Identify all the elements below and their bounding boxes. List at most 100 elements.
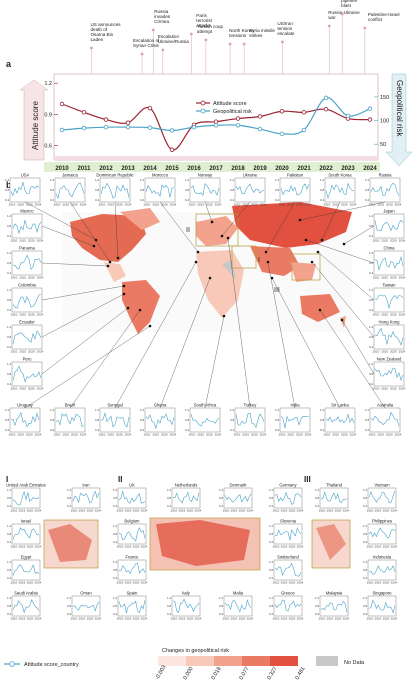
x-tick-label: 2019: [253, 166, 267, 172]
mini-x-tick: 2015: [242, 433, 249, 437]
mini-x-tick: 2024: [350, 203, 357, 207]
mini-chart-line: [12, 527, 40, 540]
mini-chart-frame: [223, 487, 253, 509]
event-label: Russia-Ukraine: [328, 10, 360, 15]
mini-y-tick: 0.4: [7, 540, 12, 544]
mini-chart-title: Belgium: [124, 519, 140, 524]
mini-y-tick: 0.8: [230, 188, 235, 192]
mini-y-tick: 0.4: [320, 428, 325, 432]
mini-x-tick: 2024: [125, 433, 132, 437]
mini-y-tick: 0.8: [7, 496, 12, 500]
mini-x-tick: 2010: [11, 509, 18, 513]
mini-x-tick: 2010: [223, 509, 230, 513]
mini-x-tick: 2010: [11, 350, 18, 354]
mini-x-tick: 2010: [279, 433, 286, 437]
mini-x-tick: 2010: [171, 617, 178, 621]
mini-x-tick: 2024: [170, 203, 177, 207]
mini-y-tick: 1.2: [363, 596, 368, 600]
leader-line: [311, 261, 375, 338]
mini-x-tick: 2024: [399, 387, 406, 391]
mini-x-tick: 2024: [95, 617, 102, 621]
mini-y-tick: 0.4: [67, 612, 72, 616]
mini-y-tick: 0.8: [363, 496, 368, 500]
event-label: pipeline: [341, 0, 357, 3]
mini-x-tick: 2020: [133, 581, 140, 585]
mini-chart-title: Colombia: [18, 283, 36, 288]
inset-box-I: [231, 245, 257, 269]
mini-x-tick: 2015: [152, 203, 159, 207]
mini-x-tick: 2024: [141, 509, 148, 513]
mini-x-tick: 2024: [195, 617, 202, 621]
mini-y-tick: 0.4: [50, 428, 55, 432]
mini-chart-title: Dominican Republic: [96, 173, 133, 178]
north-america: [70, 214, 146, 262]
mini-y-tick: 0.8: [67, 604, 72, 608]
attitude-point: [323, 106, 329, 112]
event-label: Escalation: [158, 34, 180, 39]
mini-chart-line: [12, 365, 42, 383]
leader-line: [319, 309, 386, 409]
mini-chart-title: China: [384, 246, 396, 251]
mini-y-tick: 1.2: [167, 596, 172, 600]
mini-y-tick: 0.8: [5, 418, 10, 422]
leader-dot: [266, 260, 270, 264]
y-right-ticks: 50 100 150: [374, 95, 389, 148]
mini-x-tick: 2020: [28, 276, 35, 280]
event-label: attempt: [197, 29, 213, 34]
mini-chart-title: Norway: [198, 173, 213, 178]
mini-chart-line: [370, 182, 400, 196]
mini-x-tick: 2020: [390, 350, 397, 354]
mini-x-tick: 2015: [179, 617, 186, 621]
mini-y-tick: 0.8: [320, 418, 325, 422]
mini-chart-line: [325, 182, 355, 200]
mini-x-tick: 2024: [37, 276, 44, 280]
mini-y-tick: 0.4: [5, 428, 10, 432]
country-mini-charts: USA1.20.80.42010201520202024Jamaica1.20.…: [5, 173, 406, 621]
mini-x-tick: 2010: [11, 313, 18, 317]
mini-y-tick: 0.8: [140, 188, 145, 192]
mini-y-tick: 1.2: [50, 178, 55, 182]
mini-chart-title: Greece: [281, 591, 295, 596]
y-left-ticks: 0.6 0.9 1.2: [44, 81, 58, 150]
mini-y-tick: 1.2: [7, 214, 12, 218]
attitude-point: [213, 119, 219, 124]
mini-x-tick: 2010: [11, 617, 18, 621]
y-left-tick-label: 1.2: [44, 81, 52, 87]
mini-x-tick: 2024: [141, 617, 148, 621]
mini-y-tick: 0.8: [363, 604, 368, 608]
mini-x-tick: 2010: [373, 239, 380, 243]
risk-point: [235, 123, 241, 128]
mini-y-tick: 1.2: [113, 560, 118, 564]
mini-chart-frame: [171, 595, 201, 617]
mini-y-tick: 0.8: [363, 568, 368, 572]
risk-point: [213, 123, 219, 128]
mini-x-tick: 2020: [335, 617, 342, 621]
mini-x-tick: 2024: [37, 387, 44, 391]
mini-x-tick: 2010: [11, 387, 18, 391]
mini-x-tick: 2015: [381, 239, 388, 243]
attitude-point: [257, 114, 263, 119]
leader-dot: [210, 220, 214, 224]
mini-chart-title: USA: [21, 173, 30, 178]
mini-x-tick: 2024: [35, 509, 42, 513]
event-label: attacks: [196, 23, 211, 28]
mini-x-tick: 2020: [390, 387, 397, 391]
mini-y-tick: 0.4: [269, 612, 274, 616]
mini-y-tick: 0.4: [7, 234, 12, 238]
mini-chart-title: Uruguay: [17, 403, 34, 408]
x-tick-label: 2020: [275, 166, 289, 172]
legend-attitude-label: Attitude score: [213, 101, 247, 107]
mini-x-tick: 2020: [341, 433, 348, 437]
mini-x-tick: 2015: [375, 545, 382, 549]
colorbar-swatch: [270, 656, 298, 666]
mini-x-tick: 2015: [377, 433, 384, 437]
mini-chart-frame: [11, 250, 43, 276]
mini-y-tick: 1.2: [7, 362, 12, 366]
mini-chart-line: [172, 598, 200, 613]
mini-x-tick: 2015: [125, 545, 132, 549]
mini-chart-title: Senegal: [107, 403, 122, 408]
